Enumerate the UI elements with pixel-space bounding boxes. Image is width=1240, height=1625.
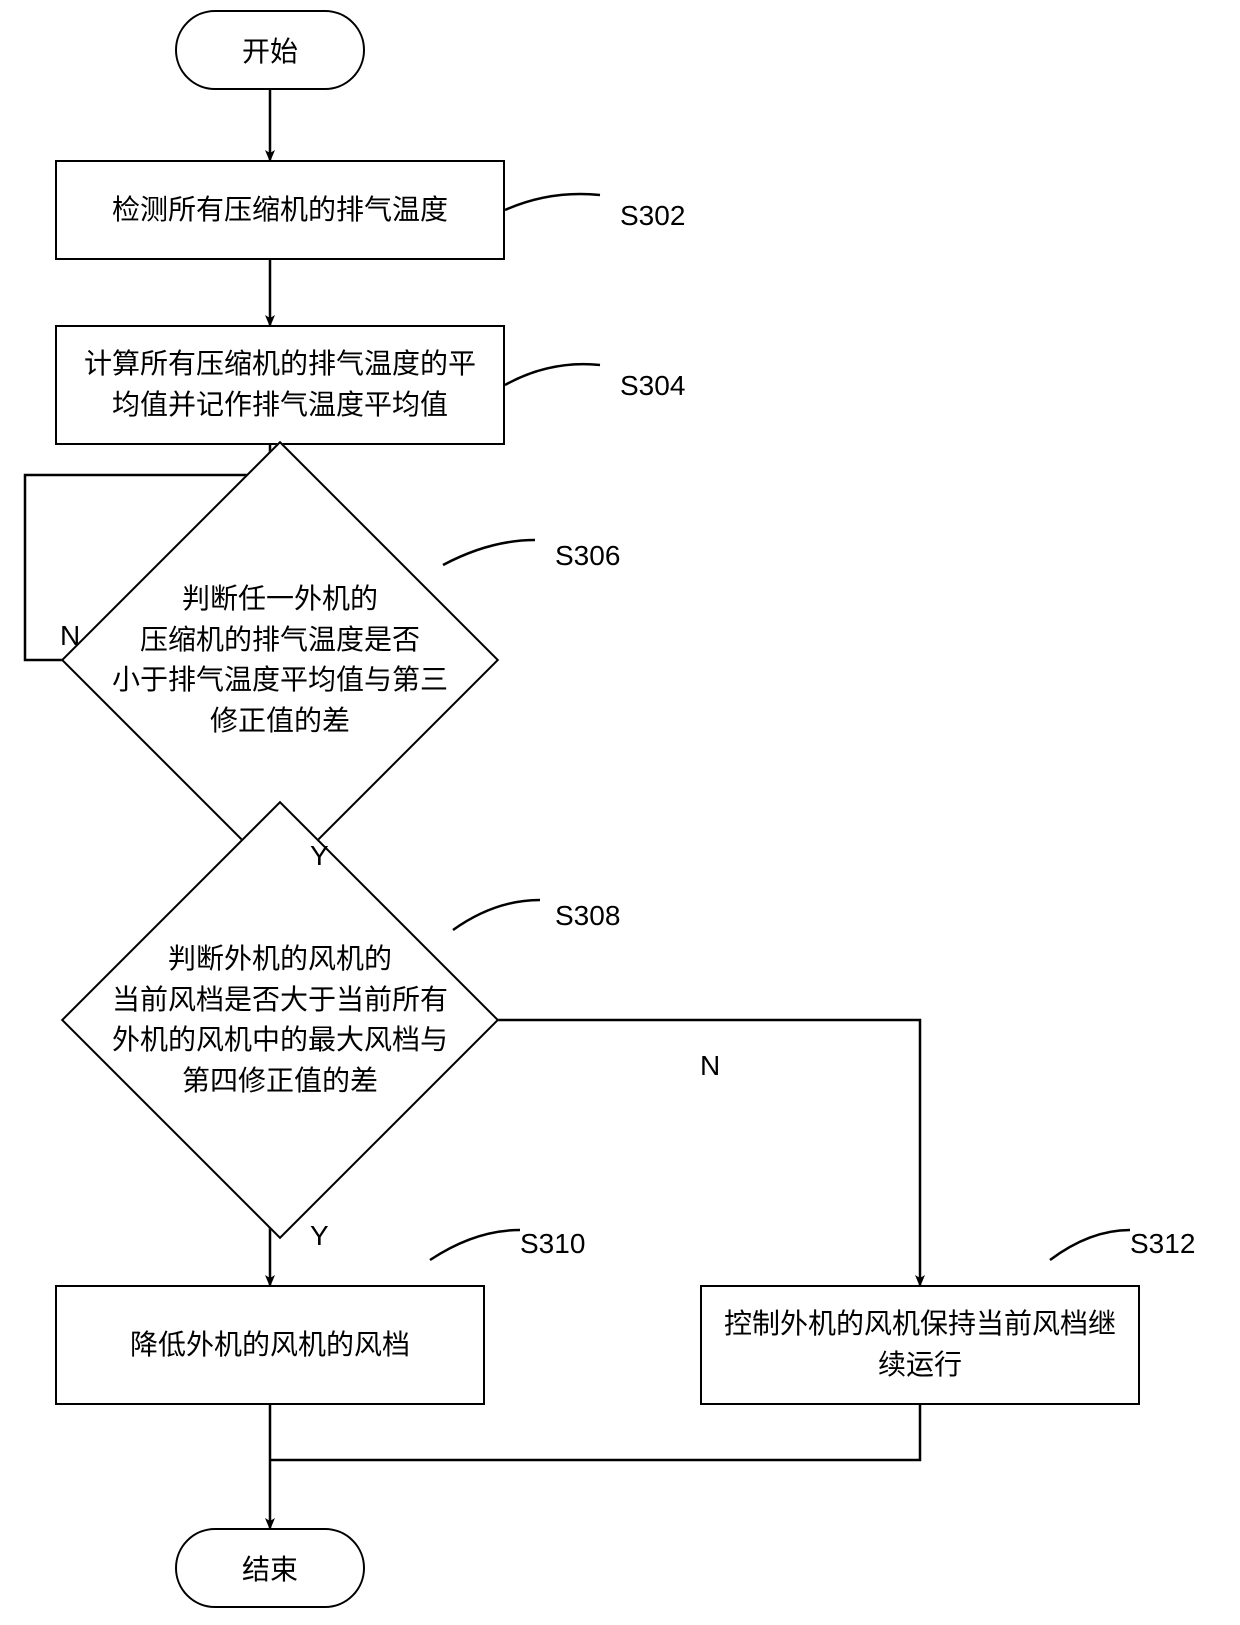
tag-connector-1 [505,364,600,385]
tag-connector-2 [443,540,535,565]
step-label-S308: S308 [555,900,620,932]
step-label-S312: S312 [1130,1228,1195,1260]
step-label-S302: S302 [620,200,685,232]
tag-connector-4 [430,1230,520,1260]
step-label-S306: S306 [555,540,620,572]
terminator-start: 开始 [175,10,365,90]
tag-connector-5 [1050,1230,1130,1260]
edge-label-Y-s308: Y [310,1220,329,1252]
decision-s306: 判断任一外机的 压缩机的排气温度是否 小于排气温度平均值与第三 修正值的差 [125,505,435,815]
decision-s308: 判断外机的风机的 当前风档是否大于当前所有 外机的风机中的最大风档与 第四修正值… [125,865,435,1175]
process-s310: 降低外机的风机的风档 [55,1285,485,1405]
process-s302: 检测所有压缩机的排气温度 [55,160,505,260]
flowchart-canvas: 开始检测所有压缩机的排气温度 S302 计算所有压缩机的排气温度的平 均值并记作排气… [0,0,1240,1625]
tag-connector-0 [505,194,600,210]
step-label-S310: S310 [520,1228,585,1260]
step-label-S304: S304 [620,370,685,402]
tag-connector-3 [453,900,540,930]
edge-label-N-s306-N: N [60,620,80,652]
edge-label-Y-s306: Y [310,840,329,872]
process-s304: 计算所有压缩机的排气温度的平 均值并记作排气温度平均值 [55,325,505,445]
terminator-end: 结束 [175,1528,365,1608]
edge-label-N-s308-N: N [700,1050,720,1082]
process-s312: 控制外机的风机保持当前风档继 续运行 [700,1285,1140,1405]
edge-s312-join [270,1405,920,1460]
edge-s308-N-s312 [433,1020,920,1285]
